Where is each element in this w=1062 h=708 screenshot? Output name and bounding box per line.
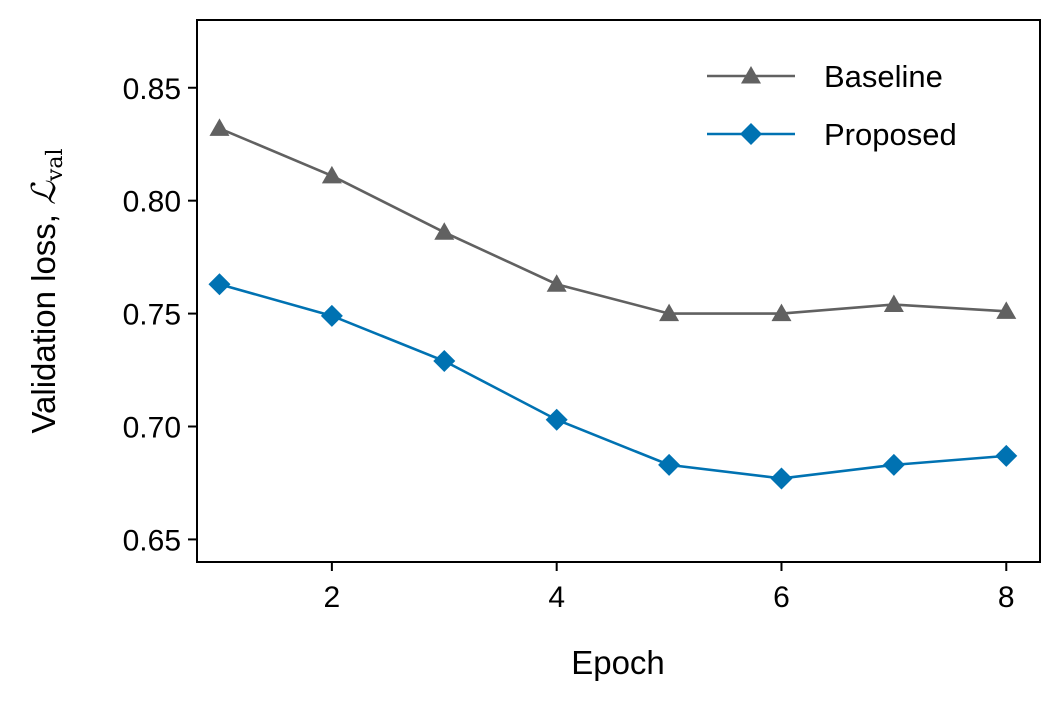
y-tick-label: 0.80 (123, 186, 181, 219)
baseline-point (883, 294, 904, 313)
x-tick-label: 2 (324, 581, 341, 614)
y-tick-label: 0.70 (123, 412, 181, 445)
baseline-point (771, 303, 792, 322)
y-axis-ticks: 0.65 0.70 0.75 0.80 0.85 (123, 73, 197, 557)
legend-baseline-marker (741, 66, 761, 84)
proposed-point (770, 467, 793, 490)
y-tick-label: 0.85 (123, 73, 181, 106)
x-tick-label: 4 (548, 581, 565, 614)
proposed-point (433, 350, 456, 373)
plot-frame (196, 19, 1041, 563)
proposed-point (995, 444, 1018, 467)
legend-baseline-label: Baseline (824, 59, 943, 94)
proposed-line (219, 282, 1007, 480)
y-axis-title-symbol: ℒ (24, 180, 63, 205)
x-tick-label: 8 (998, 581, 1015, 614)
baseline-point (659, 303, 680, 322)
y-tick-label: 0.65 (123, 524, 181, 557)
baseline-point (321, 165, 342, 184)
baseline-point (546, 274, 567, 292)
legend: Baseline Proposed (707, 59, 957, 152)
baseline-point (209, 118, 230, 136)
x-axis-title: Epoch (571, 644, 665, 681)
x-tick-label: 6 (773, 581, 790, 614)
y-axis-title: Validation loss, ℒval (24, 148, 68, 433)
proposed-point (208, 273, 231, 296)
y-axis-title-text: Validation loss, (25, 205, 62, 434)
proposed-point (658, 453, 681, 476)
baseline-line (218, 127, 1007, 315)
series-layer (208, 118, 1018, 490)
legend-proposed-label: Proposed (824, 117, 957, 152)
baseline-point (434, 222, 455, 240)
proposed-point (320, 304, 343, 327)
proposed-point (545, 408, 568, 431)
y-tick-label: 0.75 (123, 299, 181, 332)
legend-proposed-marker (740, 123, 762, 145)
baseline-point (996, 301, 1017, 319)
proposed-point (882, 453, 905, 476)
y-axis-title-subscript: val (43, 148, 68, 182)
x-axis-ticks: 2 4 6 8 (324, 562, 1015, 614)
